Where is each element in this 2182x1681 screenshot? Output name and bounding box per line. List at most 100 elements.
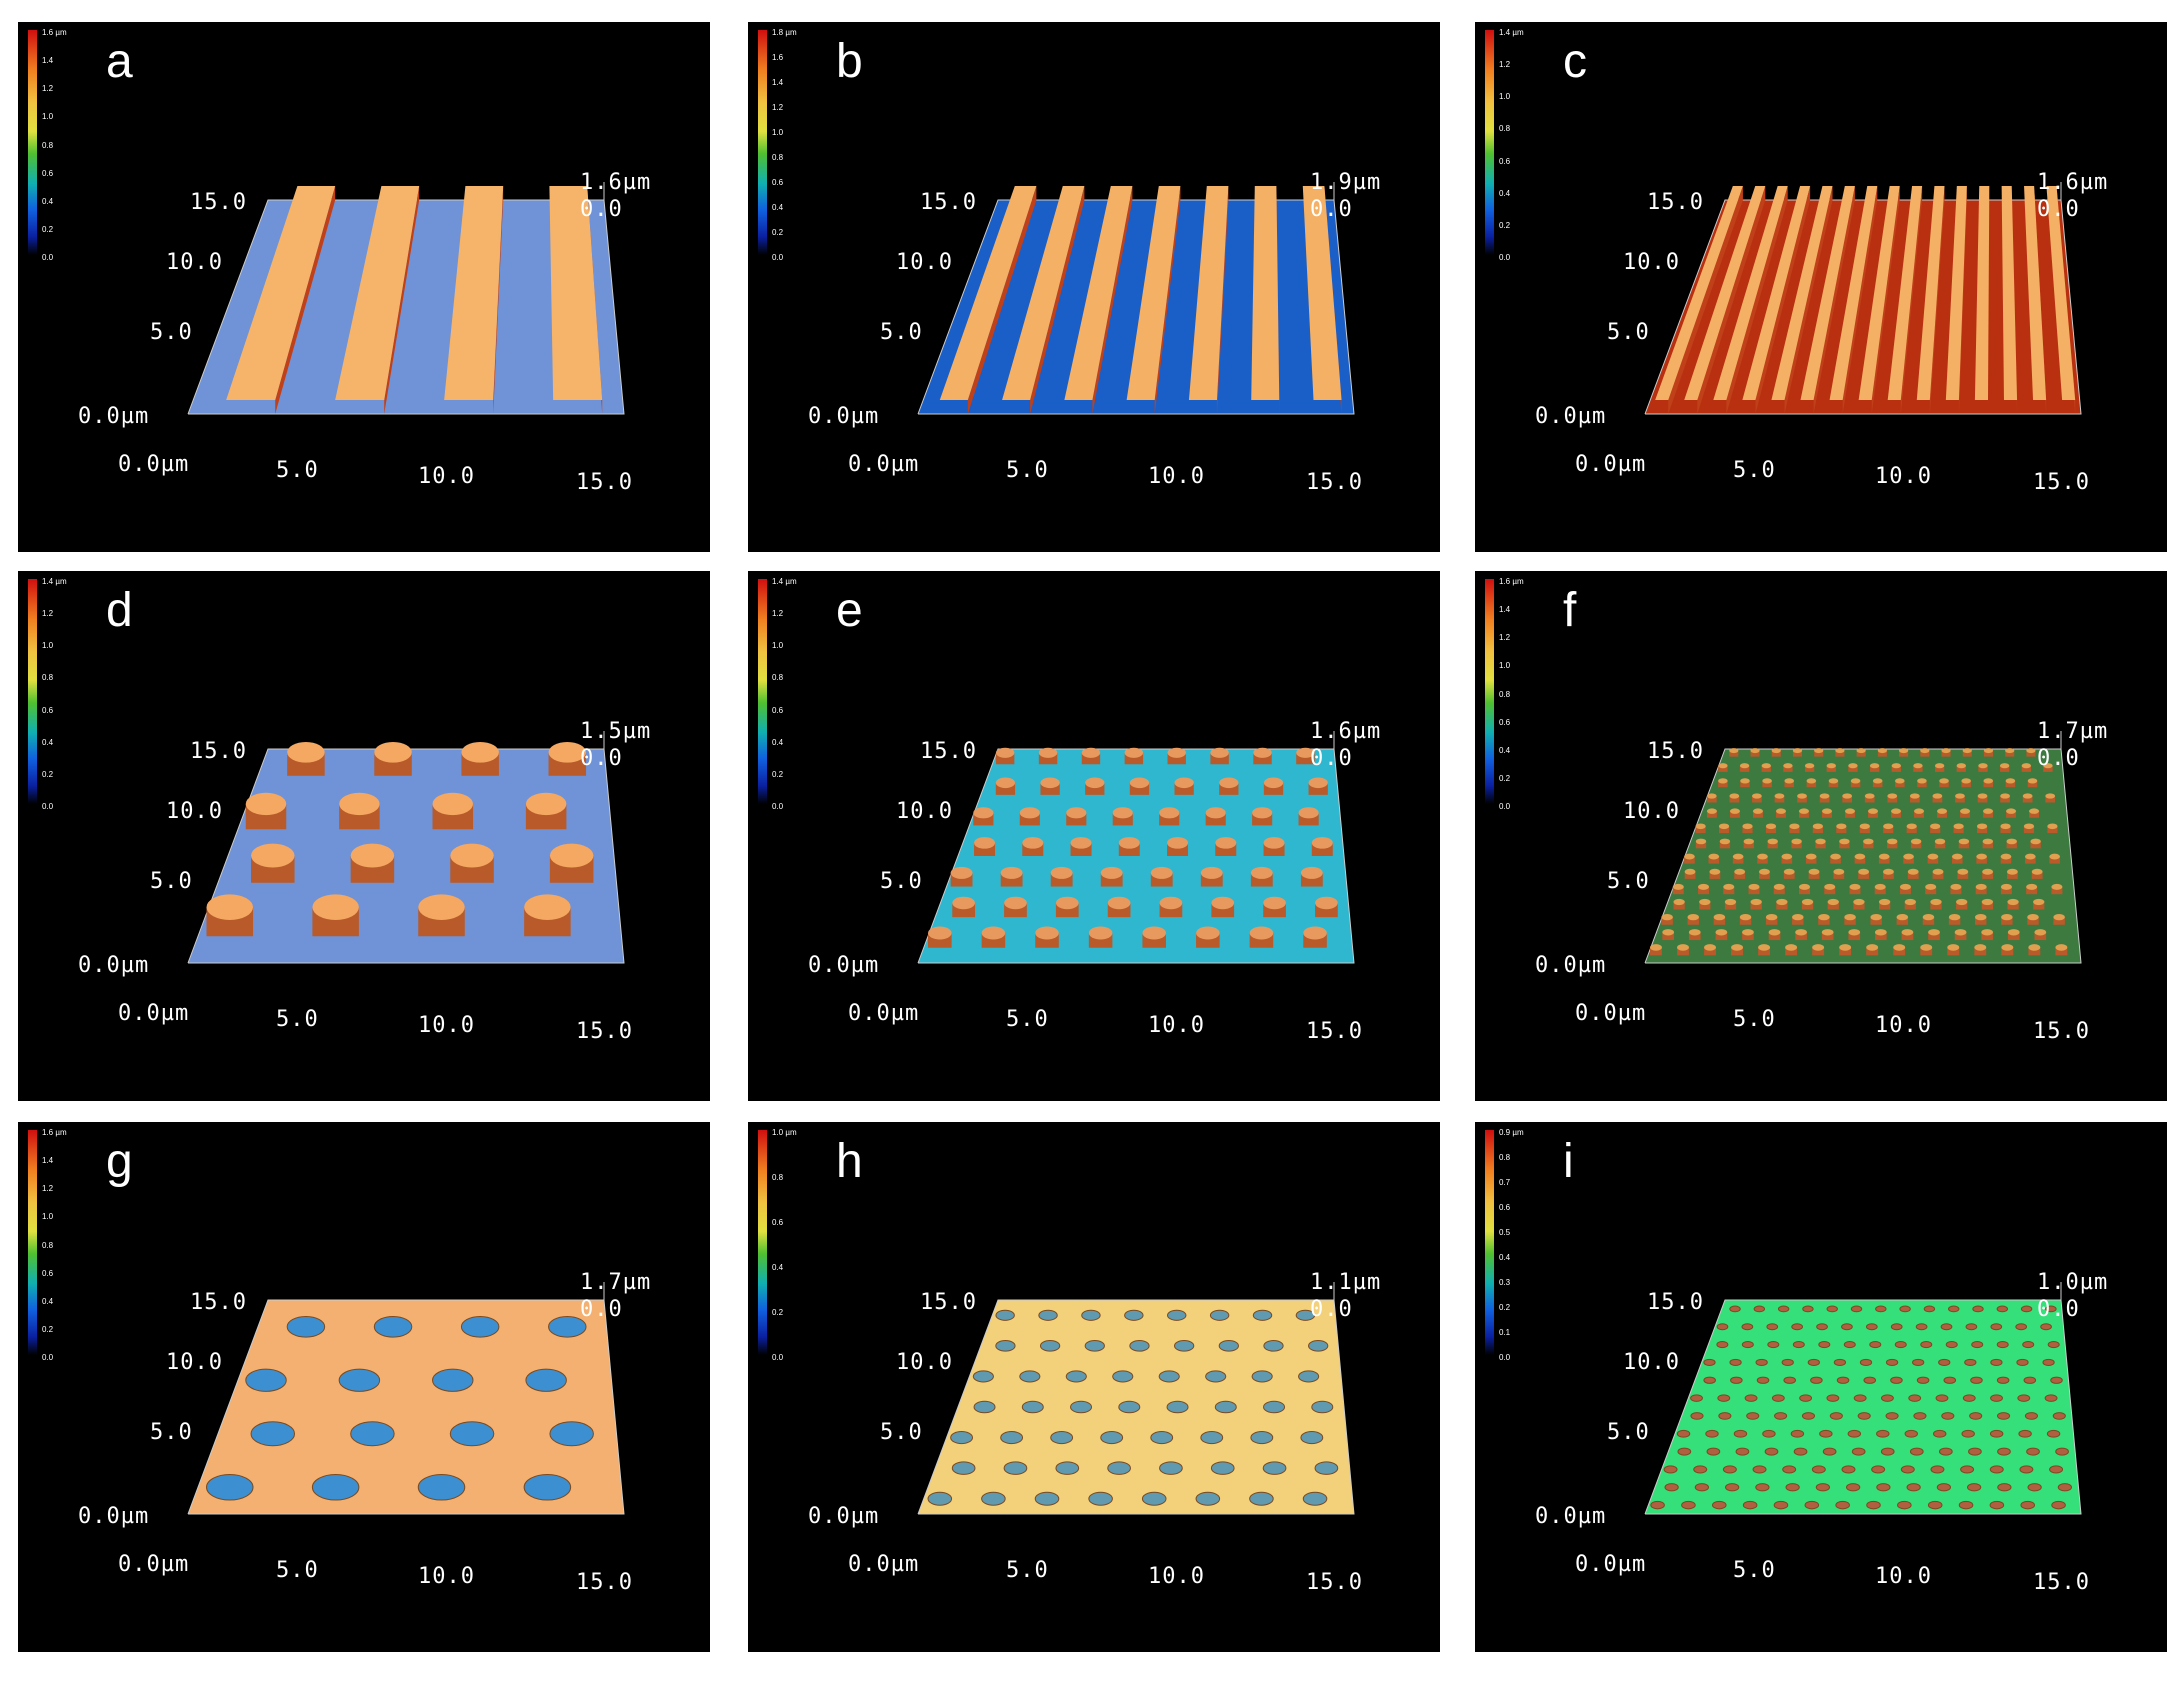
hole (1810, 1376, 1823, 1384)
pillar-body (1976, 826, 1988, 834)
hole (1996, 1376, 2010, 1384)
pillar-body (1798, 811, 1809, 818)
stripe-side (1726, 186, 1788, 414)
hole (1920, 1341, 1933, 1349)
pillar-top (1812, 823, 1823, 830)
pillar-body (1819, 796, 1830, 803)
pillar-top (2031, 868, 2043, 875)
pillar-body (1804, 765, 1815, 772)
colorbar-tick: 0.6 (1499, 156, 1511, 166)
pillar-top (1953, 823, 1964, 830)
hole (1866, 1500, 1881, 1510)
hole (1773, 1500, 1789, 1510)
pillar-top (952, 896, 976, 910)
pillar-body (1723, 886, 1735, 895)
stripe-side (1030, 186, 1085, 414)
y-axis-label: 0.0µm (1535, 1504, 1607, 1529)
pillar-top (1983, 778, 1994, 784)
pillar-top (1706, 793, 1717, 799)
pillar-top (1913, 763, 1923, 769)
pillar-top (1758, 944, 1771, 951)
pillar-body (1661, 917, 1673, 925)
hole (1195, 1491, 1221, 1506)
pillar-top (2029, 808, 2040, 814)
pillar-body (1899, 750, 1909, 757)
pillar-body (1956, 902, 1968, 910)
pillar-body (1687, 917, 1699, 925)
pillar-top (1695, 823, 1706, 830)
hole (2057, 1483, 2073, 1492)
pillar-top (1981, 898, 1994, 906)
pillar-body (2000, 886, 2012, 895)
pillar-top (1713, 913, 1726, 921)
pillar-top (1854, 853, 1866, 860)
pillar-top (2028, 944, 2041, 951)
colorbar-tick: 0.2 (1499, 773, 1511, 783)
hole (2047, 1341, 2060, 1349)
y-axis-label: 10.0 (1623, 1350, 1680, 1375)
hole (1900, 1465, 1915, 1474)
hole (1716, 1323, 1729, 1331)
pillar-body (1824, 886, 1836, 895)
pillar-top (287, 742, 325, 763)
x-axis-label: 15.0 (2033, 1570, 2090, 1595)
pillar-top (1159, 896, 1183, 910)
hole (1251, 1370, 1273, 1383)
pillar-top (1863, 838, 1874, 845)
y-axis-label: 10.0 (166, 1350, 223, 1375)
pillar-top (206, 894, 254, 920)
pillar-body (2007, 902, 2019, 910)
pillar-top (1000, 866, 1023, 879)
pillar-top (1774, 793, 1785, 799)
stripe-side (1154, 186, 1181, 414)
pillar-top (1866, 944, 1879, 951)
pillar-body (1253, 752, 1272, 765)
panel-letter: g (106, 1135, 133, 1188)
pillar-top (1910, 838, 1922, 845)
pillar-body (1677, 947, 1689, 956)
pillar-body (1709, 871, 1721, 879)
pillar-top (1038, 747, 1058, 758)
stripe (1771, 186, 1833, 400)
y-axis-label: 0.0µm (808, 404, 880, 429)
pillar-top (981, 926, 1006, 940)
hole (1774, 1412, 1788, 1420)
pillar-top (1895, 778, 1905, 784)
pillar-top (1920, 748, 1930, 754)
hole (995, 1309, 1015, 1321)
pillar-body (2005, 780, 2016, 788)
z-axis-max-label: 1.5µm (580, 719, 652, 744)
pillar-top (1661, 913, 1673, 921)
pillar-top (1950, 883, 1962, 890)
x-axis-label: 0.0µm (1575, 452, 1647, 477)
pillar-body (2027, 917, 2039, 925)
pillar-body (1925, 886, 1937, 895)
stripe-side (1092, 186, 1133, 414)
pillar-top (432, 792, 474, 816)
pillar-top (1848, 929, 1861, 936)
pillar-top (549, 843, 594, 868)
pillar-top (928, 926, 952, 940)
pillar-top (1085, 777, 1105, 789)
pillar-top (1822, 808, 1832, 814)
hole (1717, 1394, 1731, 1402)
hole (1262, 1461, 1287, 1475)
pillar-top (1853, 898, 1865, 906)
pillar-top (1828, 778, 1839, 784)
pillar-top (2051, 883, 2063, 890)
pillar-top (1762, 778, 1772, 784)
pillar-top (1783, 763, 1793, 769)
pillar-top (1835, 748, 1845, 754)
pillar-body (1910, 841, 1922, 849)
y-axis-label: 5.0 (1607, 869, 1650, 894)
pillar-top (1296, 747, 1315, 758)
pillar-top (1845, 808, 1855, 814)
pillar-body (1874, 932, 1887, 941)
pillar-top (2049, 853, 2060, 860)
hole (1767, 1341, 1780, 1349)
y-axis-label: 10.0 (896, 1350, 953, 1375)
panel-d: d 1.4 µm 1.2 1.0 0.8 0.6 0.4 0.2 0.0 1.5µm 0.0 15.0… (18, 571, 710, 1101)
hole (1802, 1305, 1814, 1313)
pillar-top (245, 792, 287, 816)
hole (2020, 1500, 2036, 1510)
